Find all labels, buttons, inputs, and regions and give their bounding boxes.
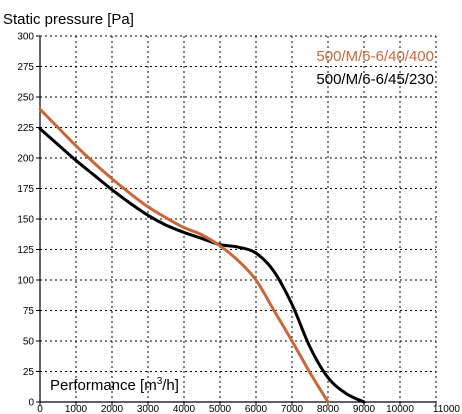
grid: [40, 35, 437, 402]
y-tick-label-275: 275: [17, 62, 34, 73]
x-tick-label-5000: 5000: [209, 404, 232, 414]
x-axis-title: Performance [m3/h]: [50, 376, 179, 394]
y-tick-label-75: 75: [23, 306, 35, 317]
series-line-500-m-6-6-45-230: [38, 127, 366, 404]
x-tick-label-6000: 6000: [245, 404, 268, 414]
x-tick-label-11000: 11000: [433, 404, 461, 414]
series-line-500-m-6-6-40-400: [38, 107, 330, 404]
y-axis-title: Static pressure [Pa]: [3, 11, 134, 28]
y-tick-label-100: 100: [17, 276, 34, 287]
legend: 500/M/6-6/40/400 500/M/6-6/45/230: [316, 48, 434, 88]
y-tick-label-175: 175: [17, 184, 34, 195]
x-tick-label-0: 0: [37, 404, 43, 414]
y-tick-label-300: 300: [17, 32, 34, 43]
y-tick-label-50: 50: [23, 337, 35, 348]
x-tick-label-2000: 2000: [101, 404, 124, 414]
y-tick-label-225: 225: [17, 123, 34, 134]
y-tick-label-125: 125: [17, 245, 34, 256]
legend-entry-500-m-6-6-40-400: 500/M/6-6/40/400: [316, 48, 434, 65]
axes: [36, 35, 437, 406]
y-tick-label-25: 25: [23, 367, 35, 378]
y-tick-label-250: 250: [17, 93, 34, 104]
x-tick-label-9000: 9000: [353, 404, 376, 414]
x-tick-label-7000: 7000: [281, 404, 304, 414]
x-tick-label-10000: 10000: [386, 404, 414, 414]
titles: Static pressure [Pa] Performance [m3/h]: [3, 11, 179, 394]
y-tick-label-150: 150: [17, 215, 34, 226]
legend-entry-500-m-6-6-45-230: 500/M/6-6/45/230: [316, 71, 434, 88]
x-tick-label-4000: 4000: [173, 404, 196, 414]
x-axis-title-prefix: Performance [m: [50, 377, 157, 394]
x-tick-label-1000: 1000: [65, 404, 88, 414]
x-axis-title-suffix: /h]: [162, 377, 179, 394]
y-tick-label-0: 0: [28, 398, 34, 409]
x-tick-label-8000: 8000: [317, 404, 340, 414]
x-axis-title-superscript: 3: [157, 376, 163, 387]
y-tick-label-200: 200: [17, 154, 34, 165]
series-lines: [38, 107, 366, 404]
x-tick-label-3000: 3000: [137, 404, 160, 414]
